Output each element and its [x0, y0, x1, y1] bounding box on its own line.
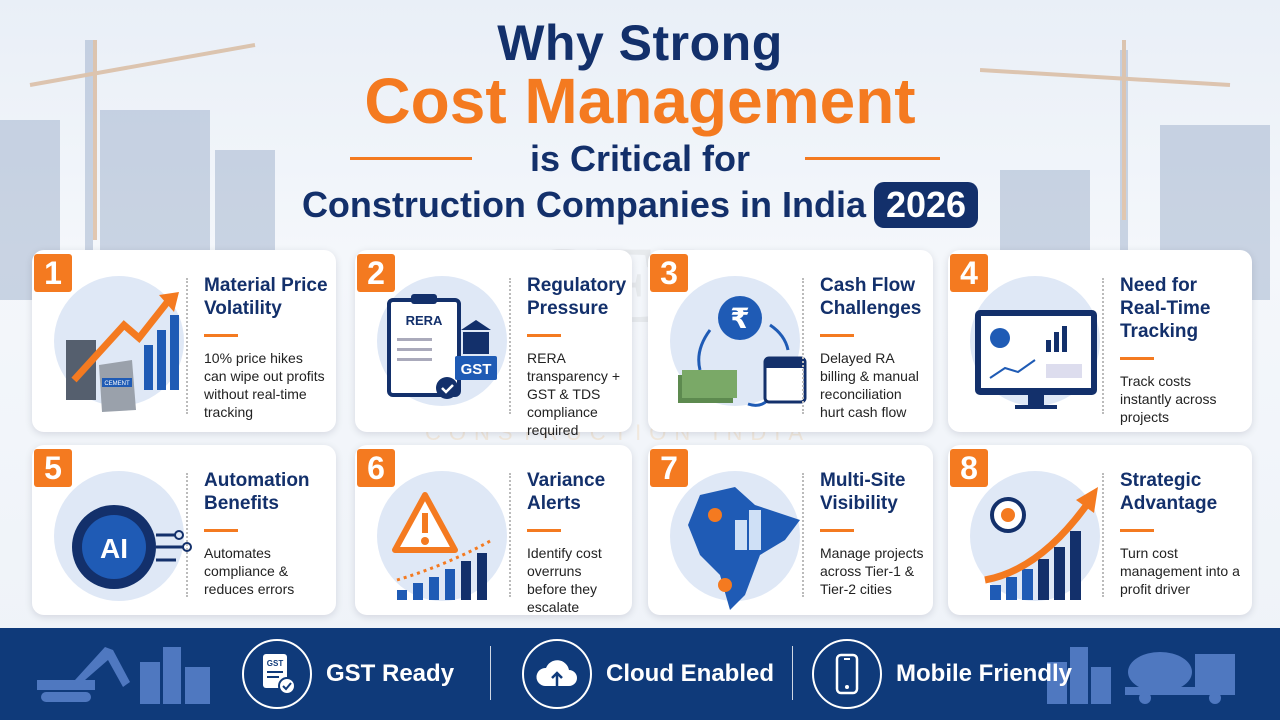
feature-label: GST Ready [326, 660, 455, 687]
card-title: Regulatory Pressure [527, 275, 627, 319]
card-need-for-real-time-tracking: 4 Need for Real-Time Tracking Track costs… [948, 250, 1252, 432]
card-material-price-volatility: CEMENT 1 Material Price Volatility 10% pr… [32, 250, 336, 432]
india-map-icon [688, 487, 800, 610]
feature-gst-ready: GST GST Ready [242, 638, 454, 710]
footer-bar: GST GST Ready Cloud Enabled Mobile Frien… [0, 628, 1280, 720]
gst-document-icon: GST [242, 639, 312, 709]
svg-text:GST: GST [461, 361, 492, 378]
card-description: Automates compliance & reduces errors [204, 545, 295, 597]
dashboard-monitor-icon [975, 310, 1097, 409]
card-number-badge: 3 [650, 254, 688, 292]
title-underline [820, 334, 854, 337]
card-description: Identify cost overruns before they escal… [527, 545, 602, 615]
excavator-buildings-icon [37, 647, 210, 704]
card-variance-alerts: 6 Variance Alerts Identify cost overruns … [355, 445, 632, 615]
rera-clipboard-gst-icon: RERA GST [387, 294, 497, 399]
card-number-badge: 7 [650, 449, 688, 487]
card-multi-site-visibility: 7 Multi-Site Visibility Manage projects a… [648, 445, 933, 615]
divider [490, 646, 491, 700]
card-description: RERA transparency + GST & TDS compliance… [527, 350, 620, 438]
title-line-4-text: Construction Companies in India [301, 184, 866, 225]
construction-crane-skyline-icon [0, 40, 275, 300]
card-regulatory-pressure: RERA GST 2 Regulatory Pressure RERA transp… [355, 250, 632, 438]
card-title: Multi-Site Visibility [820, 470, 906, 514]
feature-mobile-friendly: Mobile Friendly [812, 638, 1072, 710]
card-description: Turn cost management into a profit drive… [1120, 545, 1240, 597]
title-line-1: Why Strong [497, 15, 783, 71]
card-title: Material Price Volatility [204, 275, 328, 319]
dotted-divider [802, 473, 804, 597]
title-line-4: Construction Companies in India 2026 [0, 182, 1280, 228]
card-title: Automation Benefits [204, 470, 310, 514]
rupee-cashflow-icon: ₹ [678, 296, 807, 407]
ai-gear-icon: AI [72, 505, 192, 589]
title-underline [527, 529, 561, 532]
dotted-divider [509, 473, 511, 597]
svg-text:GST: GST [267, 659, 284, 668]
card-strategic-advantage: 8 Strategic Advantage Turn cost managemen… [948, 445, 1252, 615]
dotted-divider [186, 278, 188, 414]
dotted-divider [1102, 473, 1104, 597]
feature-cloud-enabled: Cloud Enabled [522, 638, 774, 710]
divider [792, 646, 793, 700]
year-badge: 2026 [873, 182, 979, 228]
target-growth-icon [984, 487, 1098, 600]
svg-text:CEMENT: CEMENT [104, 381, 130, 387]
card-description: 10% price hikes can wipe out profits wit… [204, 350, 325, 420]
title-underline [820, 529, 854, 532]
cloud-upload-icon [522, 639, 592, 709]
title-underline [204, 334, 238, 337]
card-number-badge: 5 [34, 449, 72, 487]
card-number-badge: 2 [357, 254, 395, 292]
dotted-divider [1102, 278, 1104, 414]
buildings-mixer-truck-icon [1047, 647, 1235, 704]
card-number-badge: 1 [34, 254, 72, 292]
card-description: Track costs instantly across projects [1120, 373, 1217, 425]
card-description: Delayed RA billing & manual reconciliati… [820, 350, 919, 420]
price-chart-cement-icon: CEMENT [66, 292, 179, 412]
title-rule-left [350, 157, 472, 160]
title-rule-right [805, 157, 940, 160]
card-title: Cash Flow Challenges [820, 275, 922, 319]
card-description: Manage projects across Tier-1 & Tier-2 c… [820, 545, 924, 597]
svg-text:AI: AI [100, 533, 128, 564]
title-underline [1120, 357, 1154, 360]
feature-label: Cloud Enabled [606, 660, 774, 687]
title-highlight: Cost Management [364, 65, 916, 137]
svg-text:₹: ₹ [730, 302, 749, 335]
feature-label: Mobile Friendly [896, 660, 1073, 687]
card-title: Variance Alerts [527, 470, 606, 514]
svg-text:RERA: RERA [406, 313, 443, 328]
title-line-3: is Critical for [529, 138, 751, 179]
card-automation-benefits: AI 5 Automation Benefits Automates compli… [32, 445, 336, 615]
dotted-divider [186, 473, 188, 597]
card-number-badge: 4 [950, 254, 988, 292]
dotted-divider [802, 278, 804, 414]
title-underline [527, 334, 561, 337]
card-cash-flow-challenges: ₹ 3 Cash Flow Challenges Delayed RA billi… [648, 250, 933, 432]
dotted-divider [509, 278, 511, 414]
card-title: Strategic Advantage [1120, 470, 1218, 514]
card-number-badge: 6 [357, 449, 395, 487]
warning-chart-icon [392, 492, 493, 600]
title-underline [1120, 529, 1154, 532]
card-title: Need for Real-Time Tracking [1120, 275, 1211, 342]
title-underline [204, 529, 238, 532]
mobile-phone-icon [812, 639, 882, 709]
card-number-badge: 8 [950, 449, 988, 487]
